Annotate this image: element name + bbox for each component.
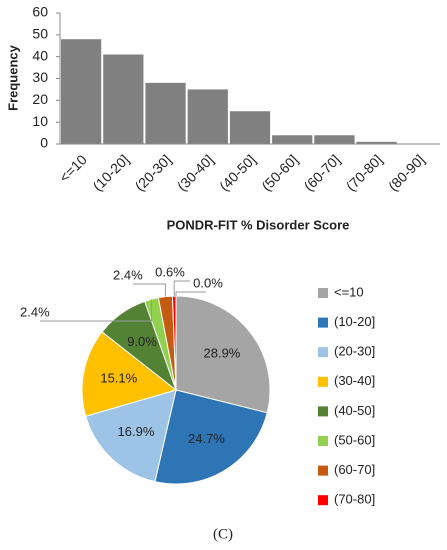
- data-label: 0.6%: [155, 264, 185, 279]
- bar: [272, 135, 313, 144]
- y-tick-label: 0: [40, 135, 48, 151]
- y-tick-label: 30: [32, 69, 48, 85]
- data-label: 28.9%: [204, 346, 241, 361]
- leader-line: [40, 299, 152, 322]
- x-tick-label: <=10: [56, 151, 90, 185]
- legend-swatch: [318, 465, 328, 476]
- pie-slice: [175, 295, 271, 414]
- x-tick-label: (30-40]: [174, 151, 217, 194]
- x-tick-label: (10-20]: [89, 151, 132, 194]
- caption: (C): [213, 526, 233, 542]
- pie-slice: [85, 389, 177, 483]
- data-label: 16.9%: [118, 424, 155, 439]
- data-label: 24.7%: [188, 431, 225, 446]
- y-tick-label: 10: [32, 113, 48, 129]
- legend-label: (60-70]: [334, 462, 375, 477]
- y-tick-label: 60: [32, 4, 48, 20]
- legend-swatch: [318, 436, 328, 446]
- legend-swatch: [318, 317, 328, 328]
- x-tick-label: (50-60]: [258, 151, 301, 194]
- legend-swatch: [318, 288, 328, 298]
- leader-line: [133, 283, 166, 297]
- bar: [229, 111, 271, 144]
- bar: [103, 54, 144, 144]
- y-tick-label: 40: [32, 47, 48, 63]
- leader-line: [173, 280, 190, 297]
- legend-label: (10-20]: [334, 314, 375, 329]
- x-tick-label: (80-90]: [385, 151, 428, 194]
- x-tick-label: (20-30]: [132, 151, 175, 194]
- bar: [314, 135, 355, 144]
- leader-line: [175, 291, 206, 296]
- y-tick-label: 20: [32, 91, 48, 107]
- legend-swatch: [318, 495, 328, 506]
- legend-swatch: [318, 347, 328, 358]
- bar: [356, 141, 397, 144]
- pie-slice: [81, 331, 178, 417]
- bar: [145, 82, 186, 144]
- data-label: 2.4%: [113, 267, 143, 282]
- legend-label: <=10: [334, 284, 364, 299]
- pie-slice: [154, 389, 268, 485]
- legend-label: (30-40]: [334, 373, 375, 388]
- legend-label: (40-50]: [334, 403, 375, 418]
- data-label: 2.4%: [20, 304, 50, 319]
- x-tick-label: (70-80]: [343, 151, 386, 194]
- legend-label: (70-80]: [334, 492, 375, 507]
- data-label: 15.1%: [100, 370, 137, 385]
- bar: [187, 89, 228, 144]
- x-tick-label: (40-50]: [216, 151, 259, 194]
- legend-swatch: [318, 376, 328, 387]
- x-tick-label: (60-70]: [301, 151, 344, 194]
- legend-label: (20-30]: [334, 344, 375, 359]
- bar: [61, 39, 102, 145]
- data-label: 0.0%: [193, 275, 223, 290]
- legend-swatch: [318, 406, 328, 417]
- legend-label: (50-60]: [334, 432, 375, 447]
- data-label: 9.0%: [127, 334, 157, 349]
- y-axis-title: Frequency: [5, 44, 20, 111]
- y-tick-label: 50: [32, 26, 48, 42]
- x-axis-title: PONDR-FIT % Disorder Score: [167, 217, 350, 232]
